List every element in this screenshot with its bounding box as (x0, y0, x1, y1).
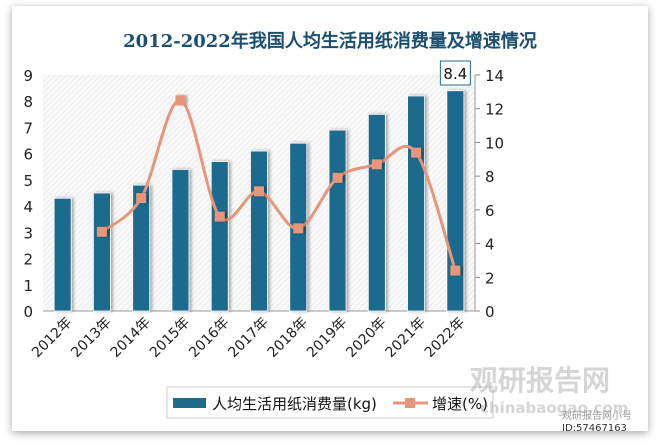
y-right-tick-label: 4 (485, 236, 495, 254)
y-left-tick-label: 8 (23, 93, 33, 111)
x-tick-label: 2015年 (147, 315, 193, 361)
chart-title: 2012-2022年我国人均生活用纸消费量及增速情况 (123, 30, 537, 52)
y-left-tick-label: 2 (23, 251, 33, 269)
bar (53, 197, 72, 312)
watermark: 观研报告网 chinabaogao.com (470, 364, 628, 417)
x-tick-label: 2022年 (422, 315, 468, 361)
legend-label-line: 增速(%) (432, 395, 488, 413)
bar (171, 168, 190, 312)
y-right-tick-label: 10 (485, 134, 504, 152)
x-tick-label: 2014年 (108, 315, 154, 361)
y-left-tick-label: 9 (23, 67, 33, 85)
watermark-id: ID:57467163 (562, 423, 627, 434)
growth-line (100, 98, 457, 272)
data-label: 8.4 (443, 65, 467, 83)
watermark-account: 观研报告网小号 (562, 409, 632, 422)
growth-marker (96, 226, 107, 237)
y-right-tick-label: 8 (485, 168, 495, 186)
bar (250, 150, 268, 312)
y-right-tick-label: 6 (485, 202, 495, 220)
y-left-tick-label: 3 (23, 224, 33, 242)
growth-marker (175, 95, 186, 106)
y-right-tick-label: 14 (485, 67, 504, 85)
bar (367, 113, 386, 312)
growth-marker (371, 159, 382, 170)
y-left-tick-label: 6 (23, 146, 33, 164)
y-left-tick-label: 7 (23, 119, 33, 137)
x-tick-label: 2018年 (265, 315, 311, 361)
x-tick-label: 2016年 (186, 315, 232, 361)
x-tick-label: 2012年 (29, 315, 75, 361)
x-tick-label: 2017年 (225, 315, 271, 361)
legend-swatch-marker (405, 398, 415, 408)
y-right-tick-label: 2 (485, 269, 495, 287)
growth-marker (136, 193, 147, 204)
y-left-tick-label: 0 (23, 303, 33, 321)
y-left-tick-label: 4 (23, 198, 33, 216)
y-right-tick-label: 0 (485, 303, 495, 321)
growth-marker (332, 172, 343, 183)
bar (446, 90, 465, 312)
bar (132, 184, 151, 312)
growth-marker (293, 223, 304, 234)
legend-label-bar: 人均生活用纸消费量(kg) (212, 395, 377, 413)
watermark-brand: 观研报告网 (470, 364, 610, 397)
x-tick-label: 2021年 (383, 315, 429, 361)
y-left-tick-label: 5 (23, 172, 33, 190)
x-tick-label: 2020年 (343, 315, 389, 361)
bar (407, 95, 425, 312)
data-label-box (439, 60, 471, 86)
x-tick-label: 2013年 (68, 315, 114, 361)
y-right-tick-label: 12 (485, 101, 504, 119)
growth-marker (214, 211, 225, 222)
growth-marker (411, 147, 422, 158)
y-left-tick-label: 1 (23, 277, 33, 295)
growth-marker (450, 265, 461, 276)
legend-swatch-bar (173, 398, 206, 408)
growth-marker (254, 186, 264, 197)
x-tick-label: 2019年 (304, 315, 350, 361)
bar (328, 129, 347, 312)
watermark-url: chinabaogao.com (480, 399, 628, 417)
bar (210, 161, 229, 312)
legend (166, 386, 494, 419)
bar (93, 192, 111, 312)
